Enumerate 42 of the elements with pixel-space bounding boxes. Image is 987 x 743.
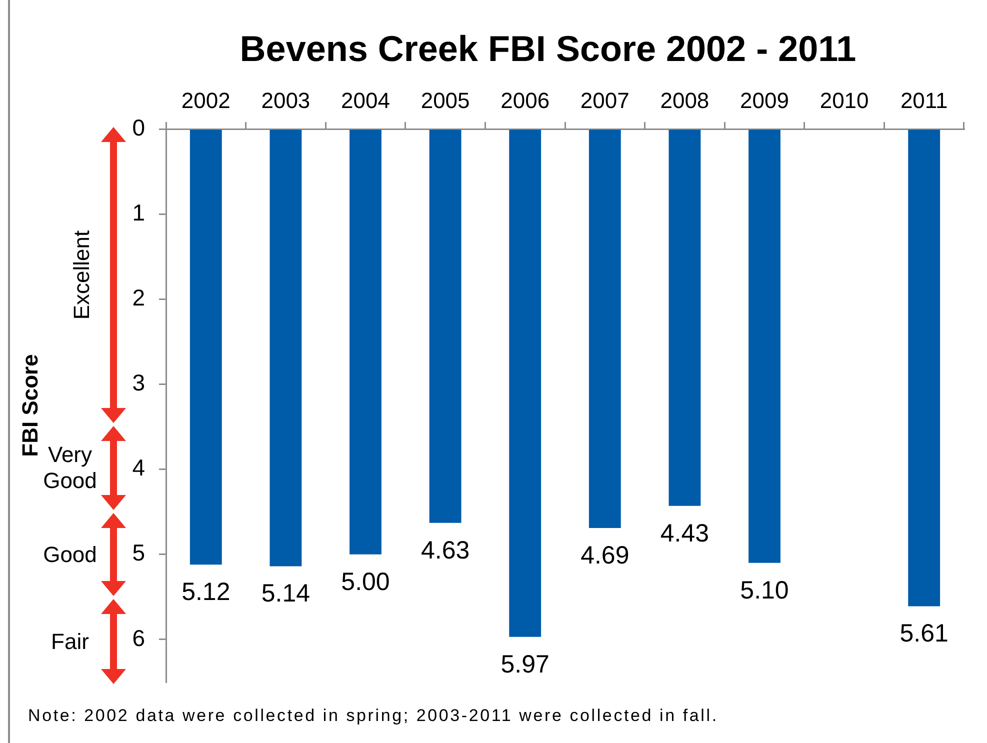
bar — [350, 130, 382, 554]
x-tick-label: 2007 — [580, 88, 630, 113]
data-label: 5.12 — [182, 578, 230, 606]
y-tick-label: 3 — [132, 370, 145, 396]
y-tick-label: 1 — [132, 199, 145, 226]
text: Very Good — [43, 442, 97, 493]
y-tick-label: 5 — [132, 540, 145, 566]
x-tick-label: 2005 — [420, 88, 470, 113]
data-label: 4.63 — [420, 536, 470, 564]
bar — [588, 130, 621, 528]
x-tick-label: 2009 — [740, 88, 789, 113]
data-label: 4.69 — [580, 541, 630, 570]
x-tick-label: 2006 — [500, 88, 550, 113]
y-axis-title: FBI Score — [17, 354, 42, 457]
data-label: 5.61 — [900, 620, 948, 648]
data-label: 5.10 — [740, 576, 789, 604]
text: Excellent — [69, 230, 95, 320]
x-tick-label: 2004 — [341, 88, 390, 113]
chart-title: Bevens Creek FBI Score 2002 - 2011 — [238, 28, 858, 69]
data-label: 5.97 — [500, 650, 550, 678]
bar — [748, 130, 780, 563]
bar — [429, 130, 462, 523]
x-tick-label: 2011 — [900, 88, 948, 113]
x-tick-label: 2008 — [660, 88, 710, 113]
text: Fair — [50, 628, 90, 654]
data-label: 4.43 — [660, 519, 710, 548]
text: Note: 2002 data were collected in spring; 2003-2011 were collected in fall. — [28, 706, 718, 726]
bar — [190, 130, 222, 565]
y-tick-label: 4 — [132, 454, 146, 481]
bar — [509, 130, 542, 637]
bar — [668, 130, 701, 506]
bar — [908, 130, 940, 606]
x-tick-label: 2010 — [820, 88, 869, 113]
x-tick-label: 2003 — [261, 88, 310, 113]
x-tick-label: 2002 — [181, 88, 230, 113]
data-label: 5.00 — [341, 568, 390, 596]
text: Good — [42, 542, 98, 568]
data-label: 5.14 — [261, 580, 310, 608]
y-tick-label: 0 — [132, 114, 145, 140]
y-tick-label: 6 — [132, 624, 145, 651]
bar — [270, 130, 302, 566]
y-tick-label: 2 — [132, 284, 145, 310]
